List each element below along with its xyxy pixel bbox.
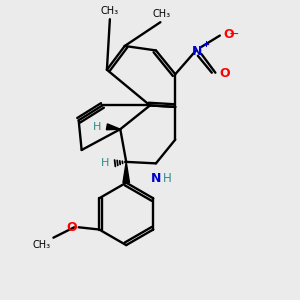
Text: −: − [229, 28, 239, 41]
Text: O: O [219, 68, 230, 80]
Polygon shape [106, 124, 120, 130]
Text: H: H [163, 172, 172, 185]
Text: H: H [93, 122, 102, 132]
Text: H: H [100, 158, 109, 168]
Text: O: O [224, 28, 234, 41]
Text: +: + [202, 40, 209, 49]
Polygon shape [123, 162, 130, 183]
Text: CH₃: CH₃ [33, 240, 51, 250]
Text: N: N [152, 172, 162, 185]
Text: O: O [67, 221, 77, 234]
Text: CH₃: CH₃ [153, 9, 171, 19]
Text: N: N [191, 44, 202, 58]
Text: CH₃: CH₃ [101, 6, 119, 16]
